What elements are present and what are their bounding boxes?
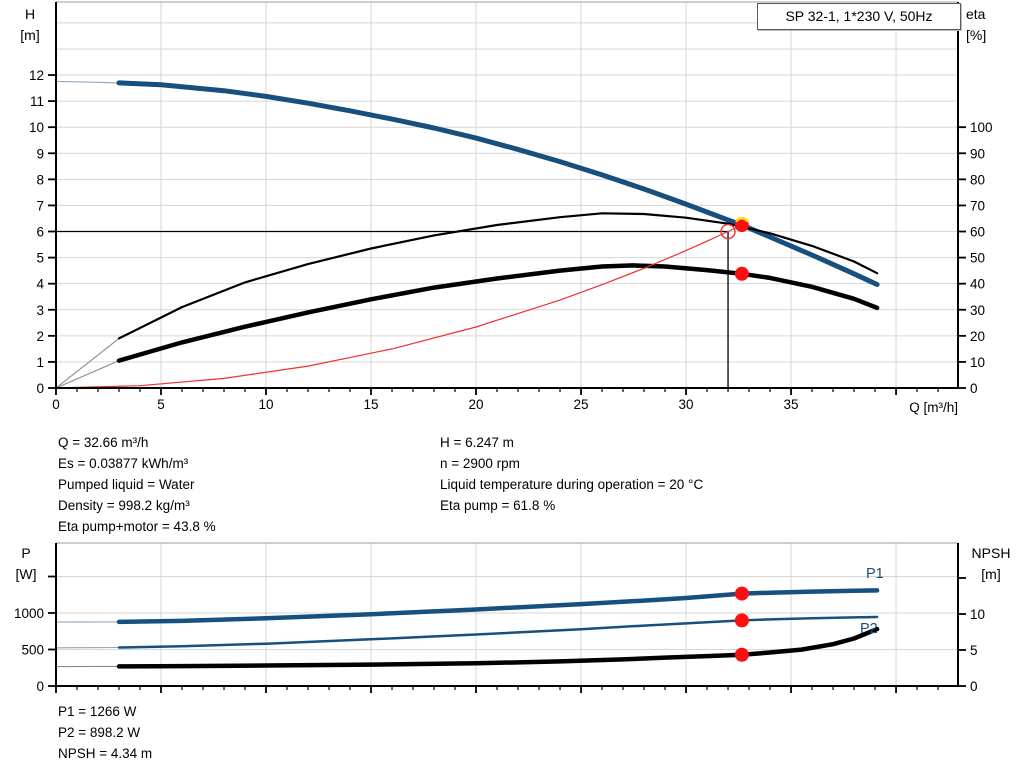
x-tick-label: 0 — [52, 397, 60, 412]
info-row-eta-pump-motor: Eta pump+motor = 43.8 % — [58, 519, 216, 534]
q-axis-title: Q [m³/h] — [909, 400, 958, 415]
duty-point-dot — [734, 218, 749, 233]
info-row-p2: P2 = 898.2 W — [58, 725, 141, 740]
y-left-tick-label: 1 — [36, 355, 44, 370]
p-axis-title-line2: [W] — [15, 566, 37, 582]
y-right-tick-label: 0 — [970, 381, 978, 396]
y-right-tick-label: 0 — [970, 679, 978, 694]
x-tick-label: 35 — [784, 397, 799, 412]
y-right-tick-label: 50 — [970, 251, 985, 266]
info-row-npsh: NPSH = 4.34 m — [58, 746, 153, 761]
x-tick-label: 15 — [364, 397, 379, 412]
p-axis-title-line1: P — [21, 545, 31, 561]
x-tick-label: 10 — [258, 397, 273, 412]
y-left-tick-label: 500 — [21, 643, 44, 658]
h-axis-title-line2: [m] — [20, 27, 40, 43]
y-left-tick-label: 0 — [36, 679, 44, 694]
y-left-tick-label: 0 — [36, 381, 44, 396]
y-left-tick-label: 7 — [36, 198, 44, 213]
series-label-p2: P2 — [860, 621, 878, 637]
info-row-q: Q = 32.66 m³/h — [58, 435, 149, 450]
info-row-temperature: Liquid temperature during operation = 20… — [440, 477, 704, 492]
operating-data-right: H = 6.247 m n = 2900 rpm Liquid temperat… — [440, 432, 703, 516]
y-left-tick-label: 3 — [36, 303, 44, 318]
duty-point-dot — [734, 266, 749, 281]
y-right-tick-label: 10 — [970, 355, 985, 370]
p1-curve — [116, 588, 880, 625]
head-curve-lead — [55, 80, 120, 84]
x-tick-label: 25 — [574, 397, 589, 412]
x-tick-label: 30 — [679, 397, 694, 412]
x-tick-label: 5 — [157, 397, 165, 412]
y-left-tick-label: 2 — [36, 329, 44, 344]
y-right-tick-label: 90 — [970, 146, 985, 161]
npsh-axis-title-line1: NPSH — [971, 545, 1011, 561]
y-right-tick-label: 70 — [970, 198, 985, 213]
y-left-tick-label: 1000 — [14, 606, 44, 621]
npsh-axis-title-line2: [m] — [981, 566, 1001, 582]
power-npsh-data: P1 = 1266 W P2 = 898.2 W NPSH = 4.34 m — [58, 701, 152, 764]
y-left-tick-label: 12 — [29, 68, 44, 83]
y-right-tick-label: 80 — [970, 172, 985, 187]
info-row-p1: P1 = 1266 W — [58, 704, 137, 719]
head-curve — [116, 80, 880, 287]
y-left-tick-label: 9 — [36, 146, 44, 161]
eta-pump-curve — [117, 212, 879, 340]
y-right-tick-label: 5 — [970, 643, 978, 658]
y-left-tick-label: 4 — [36, 277, 44, 292]
y-left-tick-label: 6 — [36, 225, 44, 240]
info-row-h: H = 6.247 m — [440, 435, 514, 450]
info-row-density: Density = 998.2 kg/m³ — [58, 498, 190, 513]
p-axis-title: P [W] — [4, 543, 48, 585]
info-row-es: Es = 0.03877 kWh/m³ — [58, 456, 189, 471]
eta-axis-title-line2: [%] — [966, 27, 987, 43]
x-tick-label: 20 — [469, 397, 484, 412]
y-right-tick-label: 10 — [970, 607, 985, 622]
eta-axis-title-line1: eta — [966, 6, 986, 22]
duty-point-dot — [734, 613, 749, 628]
duty-point-highlight — [735, 217, 749, 223]
y-right-tick-label: 30 — [970, 303, 985, 318]
y-right-tick-label: 20 — [970, 329, 985, 344]
y-right-tick-label: 60 — [970, 225, 985, 240]
eta-pump-motor-curve-lead — [55, 360, 120, 389]
y-left-tick-label: 8 — [36, 172, 44, 187]
duty-point-dot — [734, 647, 749, 662]
info-row-eta-pump: Eta pump = 61.8 % — [440, 498, 556, 513]
y-right-tick-label: 40 — [970, 277, 985, 292]
info-row-liquid: Pumped liquid = Water — [58, 477, 195, 492]
pump-type-title-box: SP 32-1, 1*230 V, 50Hz — [757, 3, 961, 30]
eta-axis-title: eta [%] — [966, 4, 1018, 46]
y-left-tick-label: 5 — [36, 251, 44, 266]
info-row-n: n = 2900 rpm — [440, 456, 520, 471]
system-curve — [55, 222, 748, 389]
y-right-tick-label: 100 — [970, 120, 993, 135]
npsh-curve — [116, 626, 880, 669]
y-left-tick-label: 10 — [29, 120, 44, 135]
operating-data-left: Q = 32.66 m³/h Es = 0.03877 kWh/m³ Pumpe… — [58, 432, 216, 537]
series-label-p1: P1 — [866, 566, 884, 582]
eta-pump-curve-lead — [55, 337, 120, 389]
npsh-axis-title: NPSH [m] — [962, 543, 1020, 585]
duty-point-dot — [734, 586, 749, 601]
p2-curve — [117, 615, 879, 649]
y-left-tick-label: 11 — [30, 94, 44, 109]
h-axis-title-line1: H — [24, 6, 36, 22]
requested-duty-circle — [720, 223, 736, 240]
h-axis-title: H [m] — [8, 4, 52, 46]
eta-pump-motor-curve — [116, 263, 880, 363]
